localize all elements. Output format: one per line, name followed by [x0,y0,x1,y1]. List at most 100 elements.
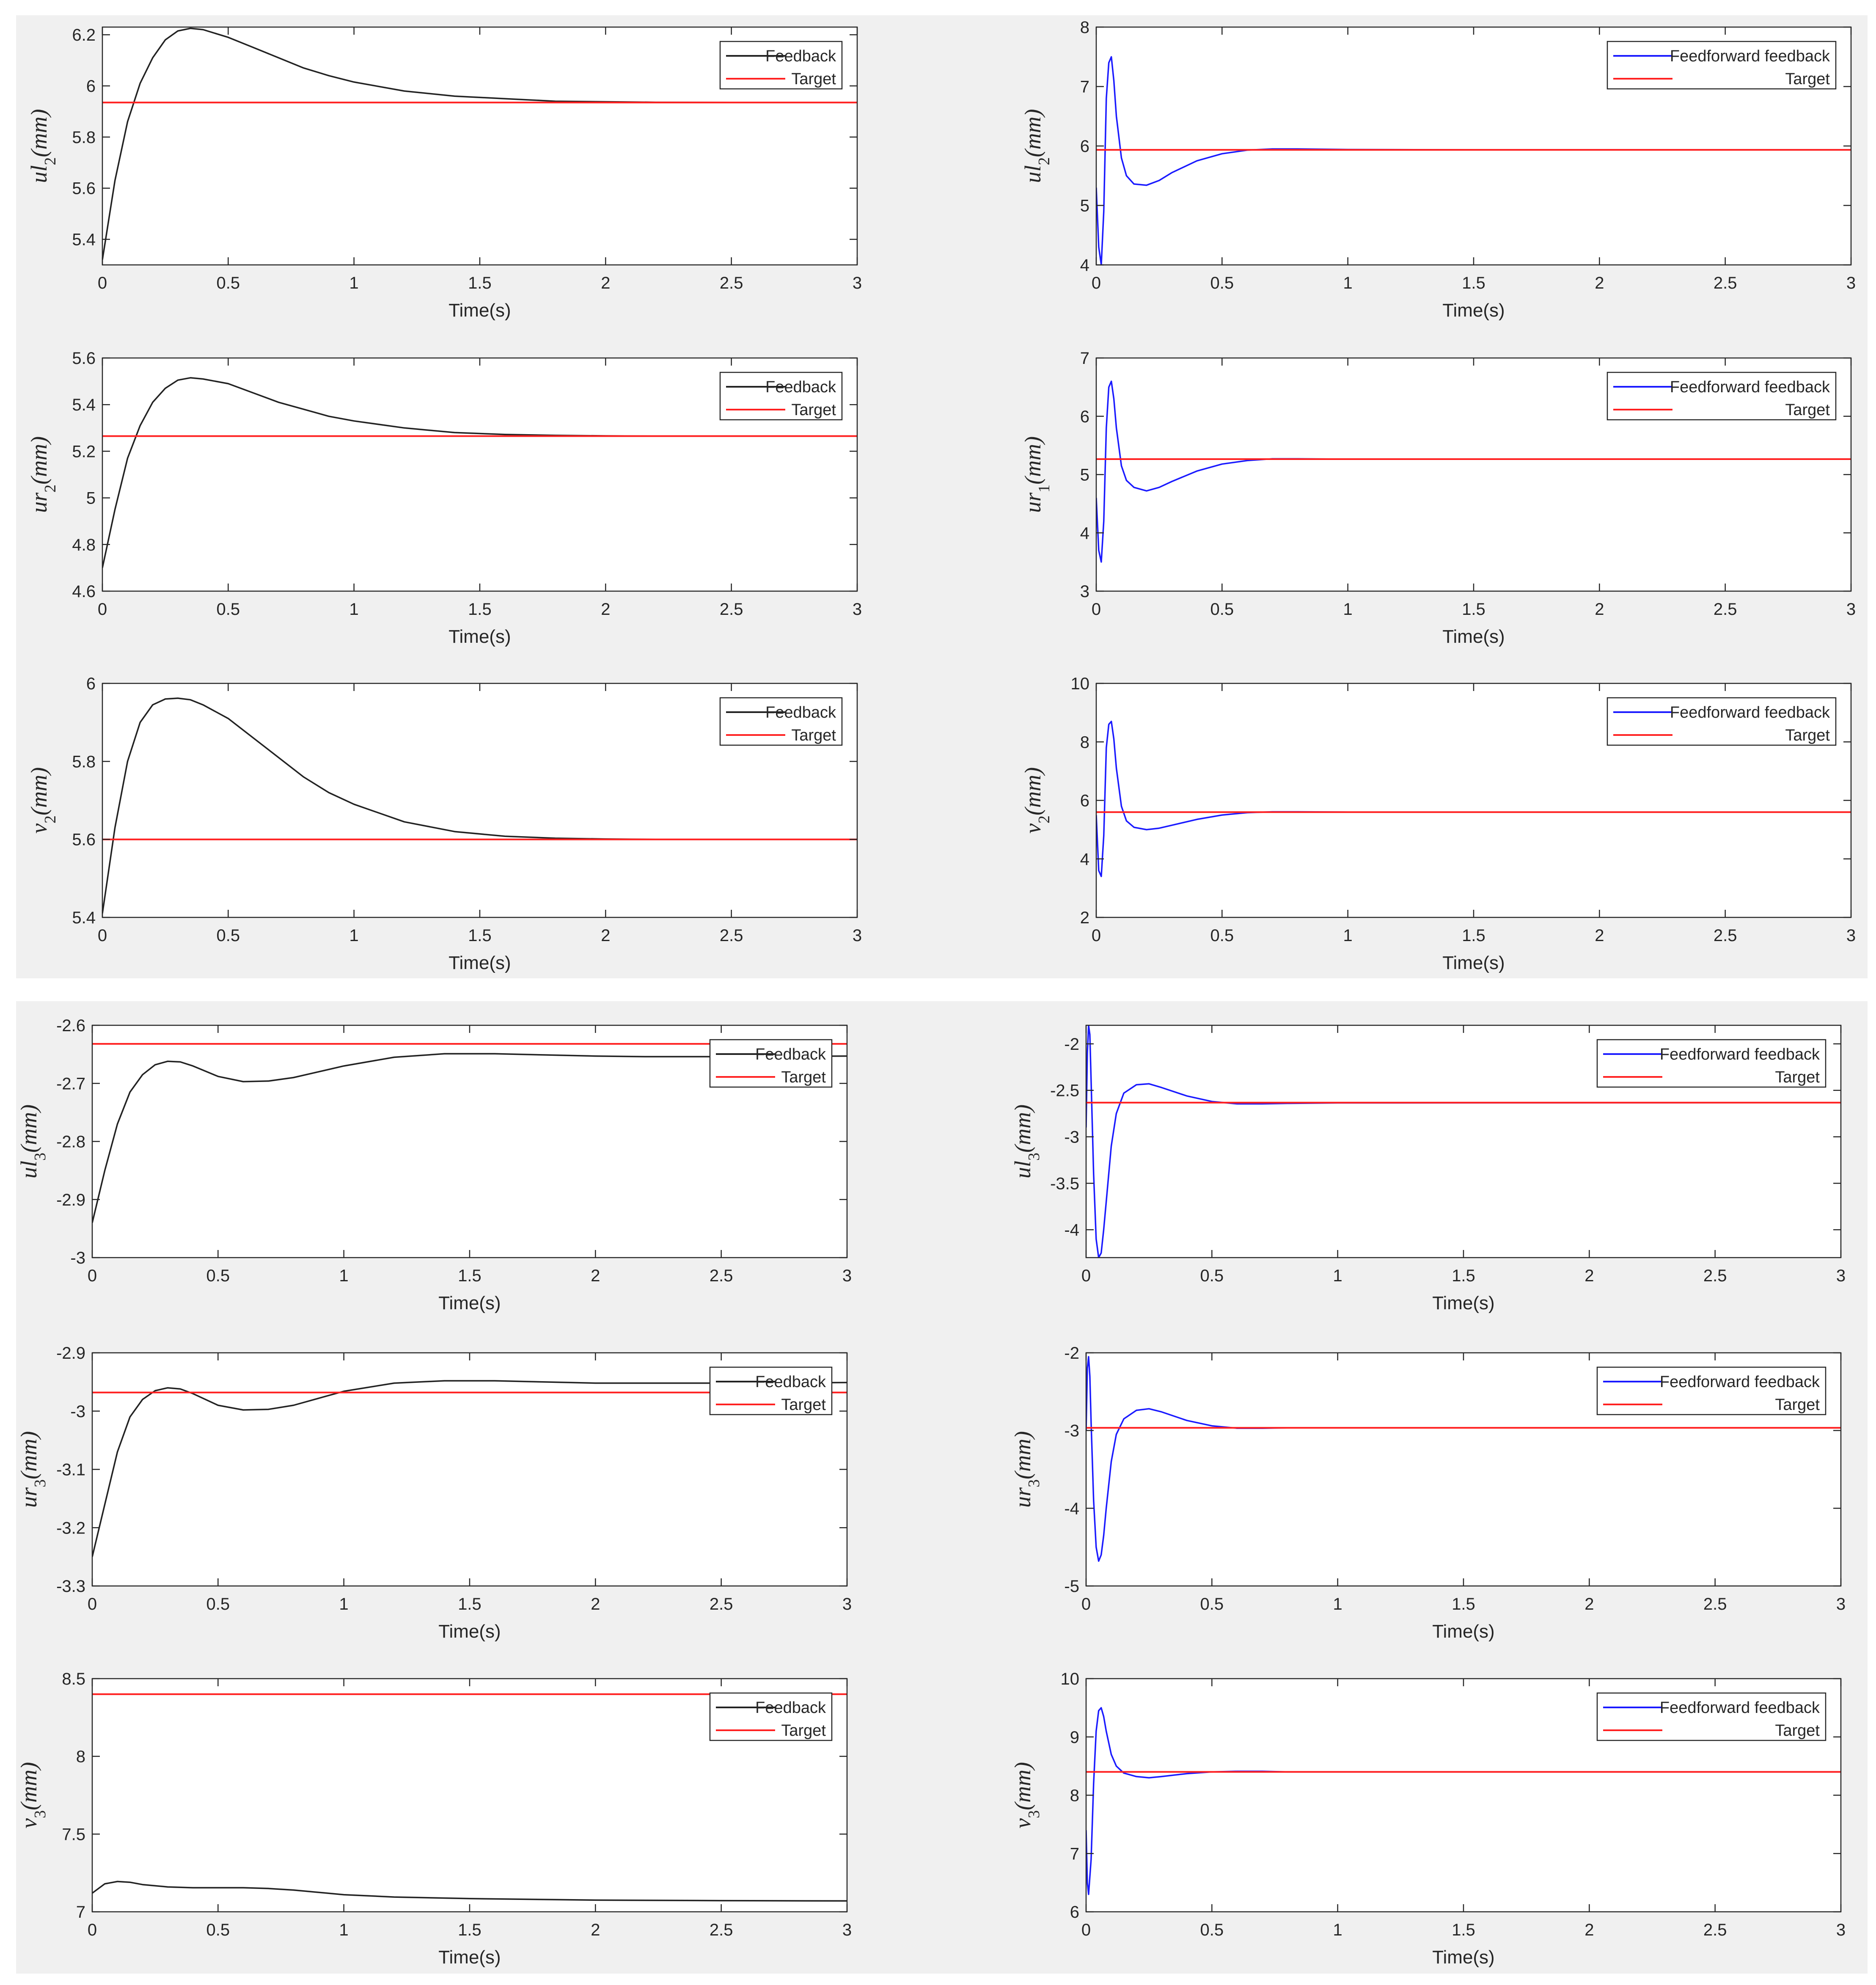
legend-entry: Feedback [755,1699,826,1717]
y-axis-label-unit: (mm) [1020,436,1045,485]
legend-entry: Feedback [765,704,836,721]
x-tick-label: 0 [88,1595,97,1613]
legend: Feedback Target [719,372,843,421]
x-axis-label: Time(s) [1432,1293,1494,1313]
x-tick-label: 0 [98,274,107,292]
y-axis-label-subscript: 2 [41,485,59,493]
x-tick-label: 0 [98,926,107,945]
legend-entry: Target [1785,401,1830,419]
y-axis-label-base: v [16,1818,41,1828]
x-axis-label: Time(s) [1442,300,1505,321]
legend-box [709,1366,833,1415]
x-tick-label: 2.5 [1714,274,1737,292]
y-axis-label-base: ul [1010,1161,1035,1178]
x-tick-label: 2.5 [1714,926,1737,945]
y-axis-label-unit: (mm) [26,109,52,157]
y-tick-label: 6.2 [72,26,96,44]
y-axis-label-subscript: 2 [1035,815,1053,823]
x-tick-label: 0.5 [206,1266,230,1285]
x-axis-label: Time(s) [1442,626,1505,647]
x-tick-label: 2 [591,1266,600,1285]
x-tick-label: 3 [842,1921,852,1939]
y-tick-label: 4 [1080,256,1089,275]
legend-entry: Feedforward feedback [1670,378,1830,396]
x-tick-label: 0.5 [206,1921,230,1939]
legend-entry: Feedforward feedback [1670,47,1830,65]
legend-entry: Target [791,70,836,88]
y-axis-label-base: v [1020,823,1045,834]
x-tick-label: 0 [88,1921,97,1939]
subplot-5: 0 0.5 1 1.5 2 2.5 35.45.65.86Time(s)v2(mm)Feed… [26,675,862,973]
x-tick-label: 1.5 [1462,600,1485,619]
y-axis-label: ul2(mm) [1020,109,1053,183]
legend: Feedforward feedback Target [1596,1039,1826,1088]
y-tick-label: -3.5 [1050,1174,1079,1193]
y-axis-label-unit: (mm) [1010,1104,1035,1153]
y-tick-label: 6 [86,77,96,96]
subplot-2: 0 0.5 1 1.5 2 2.5 345678Time(s)ul2(mm)Feedforw… [1020,18,1856,321]
legend-entry: Feedforward feedback [1660,1373,1820,1391]
y-tick-label: 8 [1080,18,1089,37]
x-tick-label: 0.5 [1200,1266,1224,1285]
legend-box [1606,697,1837,746]
y-axis-label-base: ur [26,492,52,513]
x-tick-label: 1.5 [458,1266,481,1285]
y-axis-label-unit: (mm) [26,767,52,815]
y-axis-label-subscript: 2 [41,815,59,823]
y-axis-label-unit: (mm) [1020,109,1045,157]
series-line-response [92,1380,847,1557]
x-tick-label: 1.5 [458,1595,481,1613]
y-axis-label-unit: (mm) [16,1104,41,1153]
series-line-response [92,1053,847,1223]
x-tick-label: 0 [1092,274,1101,292]
y-tick-label: -3 [1064,1422,1079,1440]
legend: Feedback Target [719,697,843,746]
legend: Feedforward feedback Target [1596,1366,1826,1415]
x-tick-label: 2 [1595,274,1604,292]
y-axis-label: ur1(mm) [1020,436,1053,513]
legend-entry: Feedback [765,378,836,396]
x-tick-label: 2 [601,600,610,619]
y-axis-label-subscript: 3 [31,1810,49,1818]
x-tick-label: 2 [591,1595,600,1613]
subplot-12: 0 0.5 1 1.5 2 2.5 3678910Time(s)v3(mm)Feedforw… [1010,1670,1846,1968]
y-tick-label: 9 [1070,1728,1079,1747]
y-tick-label: -3 [70,1249,85,1267]
y-tick-label: 7 [76,1903,85,1922]
legend-box [1596,1039,1826,1088]
y-tick-label: -2.6 [56,1016,85,1035]
y-tick-label: -2 [1064,1035,1079,1054]
x-tick-label: 2 [1595,600,1604,619]
y-axis-label-subscript: 1 [1035,485,1053,493]
x-axis-label: Time(s) [1432,1947,1494,1968]
x-axis-label: Time(s) [1432,1621,1494,1642]
x-axis-label: Time(s) [438,1293,501,1313]
y-tick-label: 5.4 [72,396,96,414]
x-tick-label: 0 [1081,1921,1091,1939]
y-axis-label-base: ur [1020,492,1045,513]
x-tick-label: 2 [601,926,610,945]
legend-entry: Target [781,1396,826,1414]
legend: Feedforward feedback Target [1606,697,1837,746]
y-tick-label: 5.8 [72,752,96,771]
y-axis-label-subscript: 3 [1025,1153,1043,1161]
y-tick-label: 7 [1080,78,1089,96]
legend: Feedforward feedback Target [1606,372,1837,421]
x-tick-label: 2.5 [1703,1266,1727,1285]
x-tick-label: 0.5 [1200,1921,1224,1939]
y-tick-label: 6 [1080,407,1089,426]
legend: Feedforward feedback Target [1606,41,1837,90]
legend-box [719,697,843,746]
subplot-9: 0 0.5 1 1.5 2 2.5 3 -3.3 -3.2 -3.1 -3 -2.9 Time(s) ur… [16,1344,852,1642]
y-axis-label: ur2(mm) [26,436,59,513]
y-axis-label-base: ul [1020,165,1045,183]
x-tick-label: 1 [339,1921,349,1939]
legend-entry: Target [781,1722,826,1740]
y-tick-label: 5.2 [72,442,96,461]
x-tick-label: 1.5 [468,926,492,945]
legend: Feedback Target [709,1039,833,1088]
y-tick-label: 5 [1080,466,1089,485]
y-tick-label: 8.5 [62,1670,85,1688]
y-axis-label-subscript: 3 [1025,1479,1043,1487]
x-tick-label: 3 [853,274,862,292]
